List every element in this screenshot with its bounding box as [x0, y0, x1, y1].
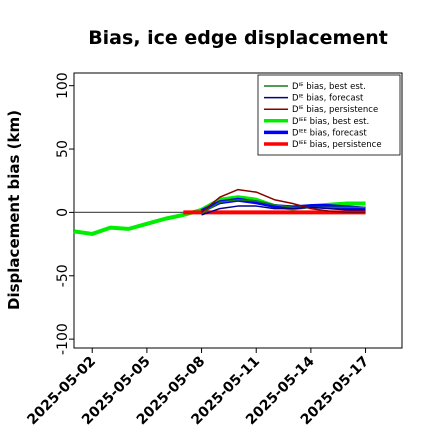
legend: Dᴵᴱ bias, best est.Dᴵᴱ bias, forecastDᴵᴱ…: [257, 74, 401, 156]
x-ticks: 2025-05-022025-05-052025-05-082025-05-11…: [24, 348, 372, 428]
series-line-2: [201, 205, 366, 216]
legend-label-5: Dᴵᴱᴱ bias, forecast: [292, 128, 367, 138]
plot-frame: [73, 72, 403, 349]
y-tick-label: 100: [55, 72, 71, 99]
legend-box: [257, 74, 401, 156]
series-line-1: [201, 198, 366, 215]
legend-label-3: Dᴵᴱ bias, persistence: [292, 105, 378, 115]
y-tick-label: -100: [55, 323, 71, 355]
legend-label-6: Dᴵᴱᴱ bias, persistence: [292, 140, 382, 150]
chart-title: Bias, ice edge displacement: [88, 27, 388, 49]
y-axis-label: Displacement bias (km): [5, 110, 23, 310]
series-group: [73, 188, 366, 236]
legend-label-2: Dᴵᴱ bias, forecast: [292, 94, 364, 104]
y-tick-label: 50: [55, 140, 71, 158]
legend-label-1: Dᴵᴱ bias, best est.: [292, 82, 366, 92]
y-tick-label: -50: [55, 264, 71, 287]
y-tick-label: 0: [55, 208, 71, 217]
legend-label-4: Dᴵᴱᴱ bias, best est.: [292, 117, 369, 127]
series-line-3: [201, 188, 366, 214]
y-ticks: -100 -50 0 50 100: [55, 72, 74, 355]
